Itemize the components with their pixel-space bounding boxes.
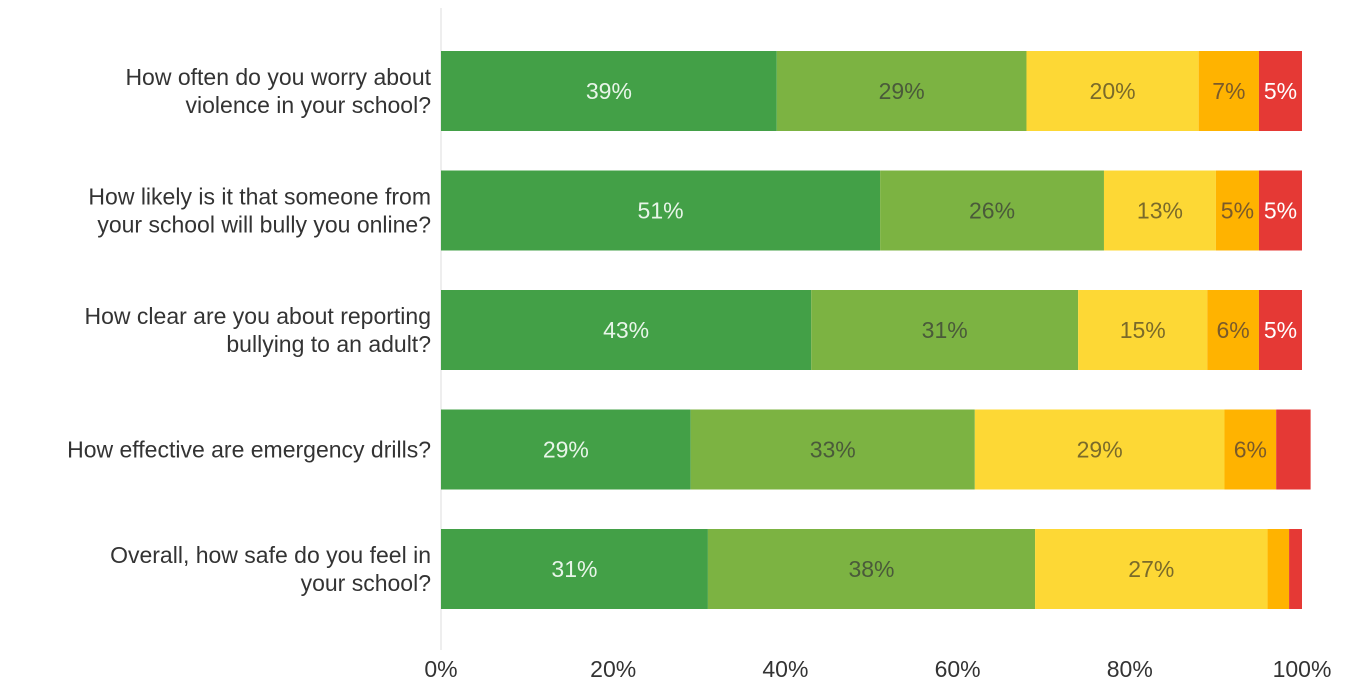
category-label-line: How effective are emergency drills? bbox=[67, 437, 431, 463]
bar-segment-label: 13% bbox=[1137, 198, 1183, 224]
bar-segment-label: 5% bbox=[1264, 317, 1297, 343]
category-label: How effective are emergency drills? bbox=[67, 437, 431, 463]
bar-segment-label: 51% bbox=[638, 198, 684, 224]
bar-segment bbox=[1215, 170, 1259, 251]
bar-segment-label: 5% bbox=[1264, 198, 1297, 224]
bar-segment-label: 15% bbox=[1120, 317, 1166, 343]
bar-segment-label: 38% bbox=[848, 556, 894, 582]
bar-segment bbox=[974, 409, 1225, 490]
bar-segment bbox=[776, 51, 1027, 131]
category-label-line: Overall, how safe do you feel in bbox=[110, 542, 431, 568]
bar-segment bbox=[1258, 290, 1302, 370]
bar-segment bbox=[1258, 170, 1302, 251]
bar-segment-label: 29% bbox=[543, 437, 589, 463]
bar-segment bbox=[1103, 170, 1216, 251]
category-labels-group: How often do you worry about violence in … bbox=[67, 64, 432, 596]
bar-segment bbox=[1207, 290, 1259, 370]
bar-segment bbox=[1035, 529, 1268, 609]
bar-segment-label: 39% bbox=[586, 78, 632, 104]
x-tick-label: 0% bbox=[424, 656, 457, 682]
bar-segment-label: 29% bbox=[879, 78, 925, 104]
bar-segment bbox=[1198, 51, 1259, 131]
x-tick-label: 40% bbox=[762, 656, 808, 682]
x-tick-label: 100% bbox=[1273, 656, 1332, 682]
bar-segment bbox=[1289, 529, 1302, 609]
category-label-line: your school will bully you online? bbox=[97, 212, 431, 238]
bars-group: 39% 29% 20% 7% 5% 51% 26% 13% 5% 5% 43% 31% 15% 6% 5% 2… bbox=[441, 51, 1311, 609]
bar-segment bbox=[1224, 409, 1277, 490]
bar-segment-label: 26% bbox=[969, 198, 1015, 224]
bar-segment-label: 43% bbox=[603, 317, 649, 343]
x-tick-label: 60% bbox=[935, 656, 981, 682]
bar-segment bbox=[441, 409, 691, 490]
category-label-line: How clear are you about reporting bbox=[85, 303, 431, 329]
bar-segment-label: 5% bbox=[1221, 198, 1254, 224]
bar-segment bbox=[880, 170, 1104, 251]
bar-segment-label: 7% bbox=[1212, 78, 1245, 104]
bar-segment-label: 33% bbox=[810, 437, 856, 463]
bar-segment bbox=[811, 290, 1079, 370]
bar-segment bbox=[441, 529, 708, 609]
bar-segment-label: 31% bbox=[551, 556, 597, 582]
bar-segment bbox=[690, 409, 975, 490]
bar-segment-label: 6% bbox=[1234, 437, 1267, 463]
bar-segment bbox=[1267, 529, 1290, 609]
category-label-line: How often do you worry about bbox=[125, 64, 431, 90]
category-label-line: bullying to an adult? bbox=[226, 331, 431, 357]
category-label-line: your school? bbox=[301, 570, 431, 596]
category-label: How clear are you about reporting bullyin… bbox=[85, 303, 431, 357]
category-label: Overall, how safe do you feel in your sch… bbox=[110, 542, 431, 596]
bar-segment bbox=[1258, 51, 1302, 131]
x-tick-label: 20% bbox=[590, 656, 636, 682]
bar-segment bbox=[1026, 51, 1199, 131]
bar-segment bbox=[441, 51, 777, 131]
bar-segment bbox=[441, 290, 812, 370]
category-label-line: How likely is it that someone from bbox=[88, 184, 431, 210]
bar-segment bbox=[1276, 409, 1311, 490]
x-tick-label: 80% bbox=[1107, 656, 1153, 682]
bar-segment bbox=[1078, 290, 1208, 370]
category-label-line: violence in your school? bbox=[186, 92, 431, 118]
bar-segment-label: 29% bbox=[1077, 437, 1123, 463]
bar-segment-label: 27% bbox=[1128, 556, 1174, 582]
bar-segment-label: 5% bbox=[1264, 78, 1297, 104]
bar-segment-label: 31% bbox=[922, 317, 968, 343]
category-label: How often do you worry about violence in … bbox=[125, 64, 431, 118]
bar-segment bbox=[707, 529, 1036, 609]
bar-segment-label: 20% bbox=[1090, 78, 1136, 104]
bar-segment-label: 6% bbox=[1216, 317, 1249, 343]
bar-segment bbox=[441, 170, 881, 251]
x-axis-ticks-group: 0% 20% 40% 60% 80% 100% bbox=[424, 656, 1331, 682]
category-label: How likely is it that someone from your s… bbox=[88, 184, 431, 238]
